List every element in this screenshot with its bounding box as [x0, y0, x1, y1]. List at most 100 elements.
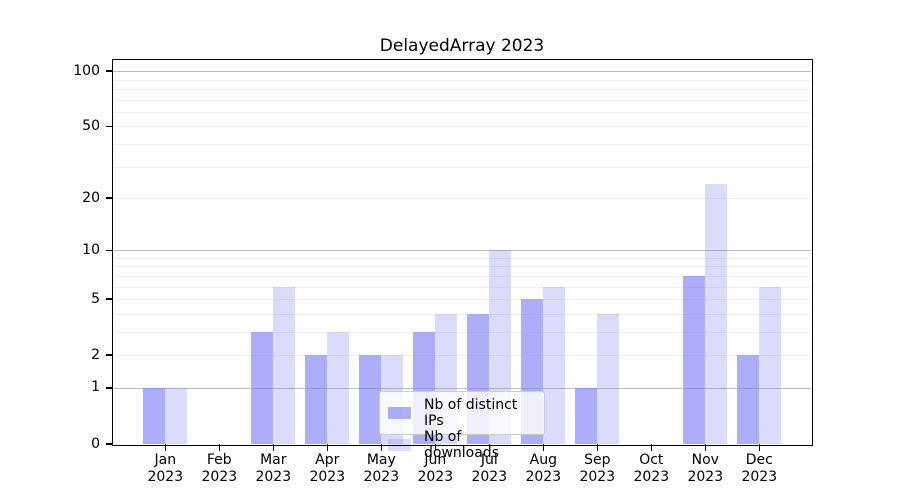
- x-tick-label-dec: Dec 2023: [727, 452, 791, 486]
- gridline-minor-9: [113, 257, 811, 259]
- y-tick-label-50: 50: [82, 117, 100, 134]
- legend-item-downloads: Nb of downloads: [388, 429, 536, 461]
- y-tick-1: [106, 387, 113, 389]
- bar-ips-dec: [737, 355, 760, 444]
- x-tick-year: 2023: [633, 469, 670, 485]
- y-tick-label-100: 100: [73, 62, 100, 79]
- x-tick-month: Oct: [639, 452, 664, 468]
- x-tick-jan: [164, 444, 167, 451]
- x-tick-year: 2023: [741, 469, 778, 485]
- x-tick-month: Mar: [260, 452, 287, 468]
- y-tick-20: [106, 197, 113, 199]
- x-tick-label-jul: Jul 2023: [457, 452, 521, 486]
- gridline-minor-5: [113, 299, 811, 301]
- x-tick-year: 2023: [255, 469, 292, 485]
- x-tick-year: 2023: [147, 469, 184, 485]
- x-tick-month: Nov: [691, 452, 719, 468]
- x-tick-year: 2023: [363, 469, 400, 485]
- bar-ips-nov: [683, 275, 706, 444]
- bar-downloads-mar: [273, 286, 296, 444]
- bar-downloads-jan: [165, 388, 188, 444]
- gridline-minor-60: [113, 111, 811, 113]
- legend-label-distinct-ips: Nb of distinct IPs: [424, 397, 518, 429]
- y-tick-label-1: 1: [91, 379, 100, 396]
- bar-downloads-nov: [705, 183, 728, 444]
- gridline-minor-6: [113, 286, 811, 288]
- legend-swatch-distinct-ips: [388, 407, 411, 419]
- y-tick-5: [106, 298, 113, 300]
- x-tick-apr: [326, 444, 329, 451]
- x-tick-year: 2023: [417, 469, 454, 485]
- chart-title: DelayedArray 2023: [379, 36, 545, 56]
- x-tick-month: Jul: [480, 452, 498, 468]
- x-tick-may: [380, 444, 383, 451]
- x-tick-year: 2023: [471, 469, 508, 485]
- gridline-minor-70: [113, 99, 811, 101]
- y-tick-label-2: 2: [91, 346, 100, 363]
- gridline-major-100: [113, 71, 811, 73]
- x-tick-year: 2023: [579, 469, 616, 485]
- x-tick-nov: [704, 444, 707, 451]
- x-tick-sep: [596, 444, 599, 451]
- gridline-major-10: [113, 250, 811, 252]
- x-tick-mar: [272, 444, 275, 451]
- bar-downloads-dec: [759, 286, 782, 444]
- gridline-minor-2: [113, 355, 811, 357]
- x-tick-month: Apr: [315, 452, 340, 468]
- x-tick-label-may: May 2023: [349, 452, 413, 486]
- x-tick-year: 2023: [525, 469, 562, 485]
- gridline-minor-3: [113, 331, 811, 333]
- x-tick-jul: [488, 444, 491, 451]
- x-tick-label-oct: Oct 2023: [619, 452, 683, 486]
- x-tick-month: Jan: [154, 452, 177, 468]
- x-tick-aug: [542, 444, 545, 451]
- legend-swatch-downloads: [388, 439, 411, 451]
- x-tick-label-jun: Jun 2023: [403, 452, 467, 486]
- x-tick-year: 2023: [201, 469, 238, 485]
- x-tick-year: 2023: [687, 469, 724, 485]
- x-tick-month: Feb: [206, 452, 232, 468]
- x-tick-feb: [218, 444, 221, 451]
- bar-ips-may: [359, 355, 382, 444]
- x-tick-label-aug: Aug 2023: [511, 452, 575, 486]
- y-tick-label-0: 0: [91, 435, 100, 452]
- y-tick-label-10: 10: [82, 241, 100, 258]
- x-tick-jun: [434, 444, 437, 451]
- bar-ips-apr: [305, 355, 328, 444]
- gridline-minor-4: [113, 313, 811, 315]
- legend-item-distinct-ips: Nb of distinct IPs: [388, 397, 536, 429]
- y-tick-label-5: 5: [91, 290, 100, 307]
- gridline-minor-7: [113, 275, 811, 277]
- x-tick-label-nov: Nov 2023: [673, 452, 737, 486]
- legend-label-downloads: Nb of downloads: [424, 429, 499, 461]
- bar-downloads-sep: [597, 313, 620, 444]
- x-tick-label-feb: Feb 2023: [187, 452, 251, 486]
- x-tick-month: May: [366, 452, 396, 468]
- x-tick-month: Aug: [529, 452, 557, 468]
- x-tick-label-sep: Sep 2023: [565, 452, 629, 486]
- gridline-major-1: [113, 387, 811, 389]
- bar-downloads-apr: [327, 332, 350, 444]
- x-tick-oct: [650, 444, 653, 451]
- legend: Nb of distinct IPs Nb of downloads: [379, 391, 545, 461]
- y-tick-label-20: 20: [82, 189, 100, 206]
- x-tick-month: Dec: [745, 452, 773, 468]
- x-tick-month: Sep: [584, 452, 611, 468]
- bar-ips-mar: [251, 332, 274, 444]
- x-tick-dec: [758, 444, 761, 451]
- x-tick-month: Jun: [424, 452, 447, 468]
- y-tick-10: [106, 249, 113, 251]
- gridline-minor-20: [113, 198, 811, 199]
- gridline-minor-90: [113, 79, 811, 81]
- x-tick-label-apr: Apr 2023: [295, 452, 359, 486]
- gridline-minor-40: [113, 143, 811, 145]
- gridline-minor-50: [113, 126, 811, 128]
- gridline-minor-80: [113, 88, 811, 90]
- gridline-minor-8: [113, 266, 811, 268]
- bar-downloads-aug: [543, 286, 566, 444]
- bar-ips-sep: [575, 388, 598, 444]
- gridline-minor-30: [113, 166, 811, 168]
- x-tick-label-jan: Jan 2023: [133, 452, 197, 486]
- y-tick-50: [106, 125, 113, 128]
